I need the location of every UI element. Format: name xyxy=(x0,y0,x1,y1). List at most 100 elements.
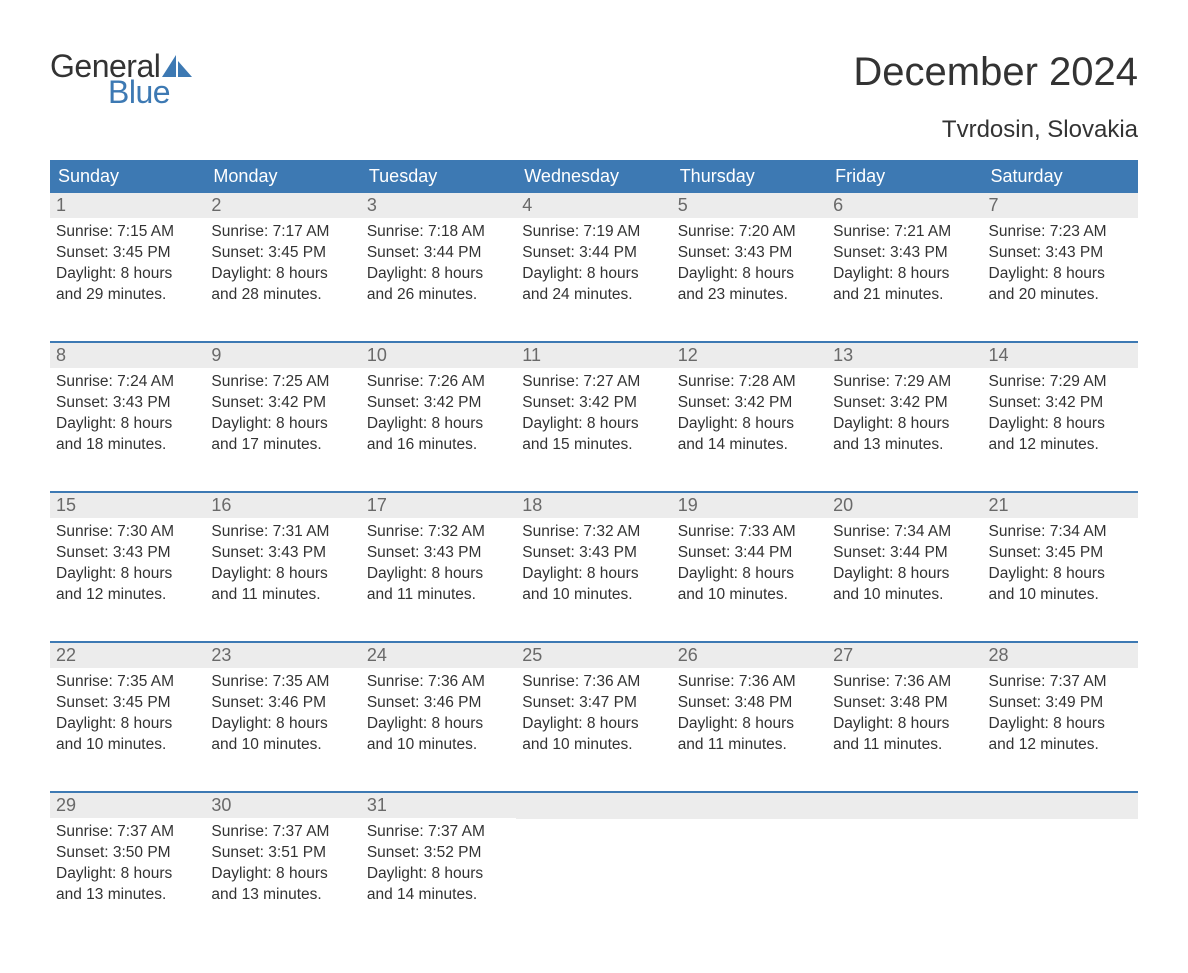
empty-day-number xyxy=(983,793,1138,819)
day-number: 13 xyxy=(827,343,982,368)
day-cell: 26Sunrise: 7:36 AMSunset: 3:48 PMDayligh… xyxy=(672,643,827,773)
day-content: Sunrise: 7:34 AMSunset: 3:45 PMDaylight:… xyxy=(983,518,1138,610)
sunset-line: Sunset: 3:44 PM xyxy=(833,543,976,564)
sunset-line: Sunset: 3:45 PM xyxy=(56,243,199,264)
day-cell: 18Sunrise: 7:32 AMSunset: 3:43 PMDayligh… xyxy=(516,493,671,623)
day-number: 23 xyxy=(205,643,360,668)
sunrise-line: Sunrise: 7:25 AM xyxy=(211,372,354,393)
day-number: 9 xyxy=(205,343,360,368)
daylight-line-1: Daylight: 8 hours xyxy=(367,414,510,435)
day-number: 4 xyxy=(516,193,671,218)
daylight-line-2: and 29 minutes. xyxy=(56,285,199,306)
sunset-line: Sunset: 3:45 PM xyxy=(211,243,354,264)
day-header: Tuesday xyxy=(361,160,516,193)
day-number: 3 xyxy=(361,193,516,218)
day-content: Sunrise: 7:26 AMSunset: 3:42 PMDaylight:… xyxy=(361,368,516,460)
daylight-line-1: Daylight: 8 hours xyxy=(989,714,1132,735)
sunrise-line: Sunrise: 7:37 AM xyxy=(211,822,354,843)
day-number: 26 xyxy=(672,643,827,668)
daylight-line-2: and 12 minutes. xyxy=(989,435,1132,456)
sunrise-line: Sunrise: 7:17 AM xyxy=(211,222,354,243)
day-number: 12 xyxy=(672,343,827,368)
daylight-line-2: and 12 minutes. xyxy=(989,735,1132,756)
day-content: Sunrise: 7:21 AMSunset: 3:43 PMDaylight:… xyxy=(827,218,982,310)
day-number: 8 xyxy=(50,343,205,368)
sunset-line: Sunset: 3:45 PM xyxy=(56,693,199,714)
day-header: Friday xyxy=(827,160,982,193)
page-title: December 2024 xyxy=(853,50,1138,95)
daylight-line-1: Daylight: 8 hours xyxy=(678,414,821,435)
sunset-line: Sunset: 3:43 PM xyxy=(522,543,665,564)
daylight-line-1: Daylight: 8 hours xyxy=(522,414,665,435)
day-header: Monday xyxy=(205,160,360,193)
daylight-line-1: Daylight: 8 hours xyxy=(833,414,976,435)
day-cell: 29Sunrise: 7:37 AMSunset: 3:50 PMDayligh… xyxy=(50,793,205,923)
sunset-line: Sunset: 3:44 PM xyxy=(678,543,821,564)
daylight-line-1: Daylight: 8 hours xyxy=(56,414,199,435)
sunset-line: Sunset: 3:42 PM xyxy=(522,393,665,414)
daylight-line-1: Daylight: 8 hours xyxy=(56,714,199,735)
day-number: 27 xyxy=(827,643,982,668)
day-content: Sunrise: 7:29 AMSunset: 3:42 PMDaylight:… xyxy=(983,368,1138,460)
sunrise-line: Sunrise: 7:35 AM xyxy=(56,672,199,693)
sunrise-line: Sunrise: 7:37 AM xyxy=(56,822,199,843)
day-cell: 5Sunrise: 7:20 AMSunset: 3:43 PMDaylight… xyxy=(672,193,827,323)
day-cell: 7Sunrise: 7:23 AMSunset: 3:43 PMDaylight… xyxy=(983,193,1138,323)
sunset-line: Sunset: 3:46 PM xyxy=(211,693,354,714)
day-content: Sunrise: 7:32 AMSunset: 3:43 PMDaylight:… xyxy=(361,518,516,610)
calendar: SundayMondayTuesdayWednesdayThursdayFrid… xyxy=(50,160,1138,923)
day-cell: 9Sunrise: 7:25 AMSunset: 3:42 PMDaylight… xyxy=(205,343,360,473)
day-number: 31 xyxy=(361,793,516,818)
week-row: 29Sunrise: 7:37 AMSunset: 3:50 PMDayligh… xyxy=(50,791,1138,923)
sunrise-line: Sunrise: 7:20 AM xyxy=(678,222,821,243)
day-content: Sunrise: 7:23 AMSunset: 3:43 PMDaylight:… xyxy=(983,218,1138,310)
daylight-line-2: and 23 minutes. xyxy=(678,285,821,306)
day-content: Sunrise: 7:35 AMSunset: 3:46 PMDaylight:… xyxy=(205,668,360,760)
day-content: Sunrise: 7:31 AMSunset: 3:43 PMDaylight:… xyxy=(205,518,360,610)
daylight-line-2: and 21 minutes. xyxy=(833,285,976,306)
daylight-line-1: Daylight: 8 hours xyxy=(678,264,821,285)
day-number: 5 xyxy=(672,193,827,218)
daylight-line-1: Daylight: 8 hours xyxy=(678,714,821,735)
day-content: Sunrise: 7:30 AMSunset: 3:43 PMDaylight:… xyxy=(50,518,205,610)
day-number: 28 xyxy=(983,643,1138,668)
daylight-line-1: Daylight: 8 hours xyxy=(522,564,665,585)
day-content: Sunrise: 7:34 AMSunset: 3:44 PMDaylight:… xyxy=(827,518,982,610)
sunset-line: Sunset: 3:43 PM xyxy=(367,543,510,564)
daylight-line-1: Daylight: 8 hours xyxy=(522,264,665,285)
sunset-line: Sunset: 3:51 PM xyxy=(211,843,354,864)
daylight-line-1: Daylight: 8 hours xyxy=(211,864,354,885)
sunset-line: Sunset: 3:43 PM xyxy=(56,543,199,564)
sunrise-line: Sunrise: 7:36 AM xyxy=(367,672,510,693)
daylight-line-2: and 16 minutes. xyxy=(367,435,510,456)
sunrise-line: Sunrise: 7:32 AM xyxy=(367,522,510,543)
day-header-row: SundayMondayTuesdayWednesdayThursdayFrid… xyxy=(50,160,1138,193)
sunset-line: Sunset: 3:47 PM xyxy=(522,693,665,714)
day-cell: 12Sunrise: 7:28 AMSunset: 3:42 PMDayligh… xyxy=(672,343,827,473)
day-number: 15 xyxy=(50,493,205,518)
empty-day-number xyxy=(516,793,671,819)
day-number: 17 xyxy=(361,493,516,518)
day-number: 24 xyxy=(361,643,516,668)
sunrise-line: Sunrise: 7:34 AM xyxy=(833,522,976,543)
sunrise-line: Sunrise: 7:23 AM xyxy=(989,222,1132,243)
day-cell: 31Sunrise: 7:37 AMSunset: 3:52 PMDayligh… xyxy=(361,793,516,923)
sunset-line: Sunset: 3:43 PM xyxy=(678,243,821,264)
daylight-line-1: Daylight: 8 hours xyxy=(522,714,665,735)
day-header: Thursday xyxy=(672,160,827,193)
day-content: Sunrise: 7:28 AMSunset: 3:42 PMDaylight:… xyxy=(672,368,827,460)
daylight-line-2: and 12 minutes. xyxy=(56,585,199,606)
day-cell: 6Sunrise: 7:21 AMSunset: 3:43 PMDaylight… xyxy=(827,193,982,323)
day-number: 21 xyxy=(983,493,1138,518)
day-content: Sunrise: 7:20 AMSunset: 3:43 PMDaylight:… xyxy=(672,218,827,310)
sunset-line: Sunset: 3:46 PM xyxy=(367,693,510,714)
day-cell xyxy=(672,793,827,923)
sunset-line: Sunset: 3:48 PM xyxy=(678,693,821,714)
sunset-line: Sunset: 3:42 PM xyxy=(678,393,821,414)
week-row: 22Sunrise: 7:35 AMSunset: 3:45 PMDayligh… xyxy=(50,641,1138,773)
day-cell: 16Sunrise: 7:31 AMSunset: 3:43 PMDayligh… xyxy=(205,493,360,623)
day-header: Saturday xyxy=(983,160,1138,193)
sunrise-line: Sunrise: 7:36 AM xyxy=(522,672,665,693)
sunrise-line: Sunrise: 7:19 AM xyxy=(522,222,665,243)
daylight-line-1: Daylight: 8 hours xyxy=(833,714,976,735)
